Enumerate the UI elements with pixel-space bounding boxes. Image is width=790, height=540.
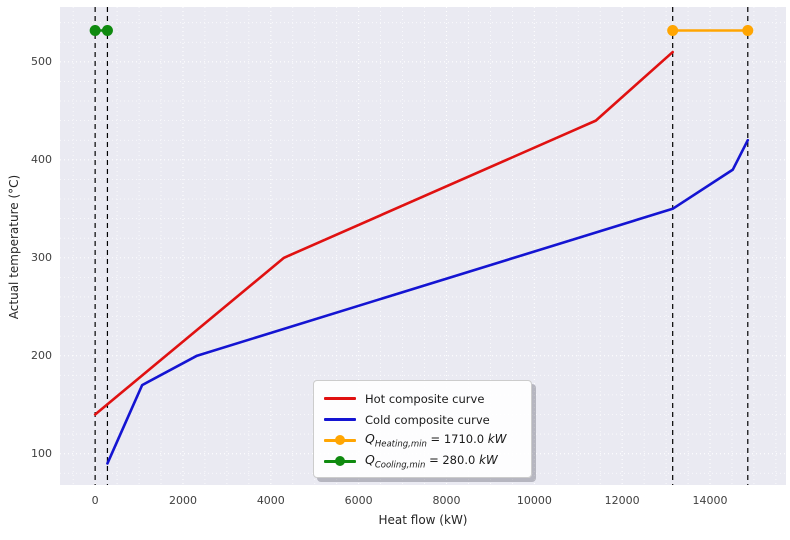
- x-axis-label: Heat flow (kW): [378, 513, 468, 527]
- x-tick-label: 8000: [432, 494, 461, 507]
- legend-label: QCooling,min = 280.0 kW: [365, 452, 498, 471]
- legend-item-cold-curve: Cold composite curve: [324, 409, 521, 430]
- legend-label: Hot composite curve: [365, 391, 485, 406]
- x-tick-label: 10000: [516, 494, 552, 507]
- cold-composite-curve: [106, 138, 750, 465]
- cold-curve-line-icon: [324, 409, 356, 430]
- legend-item-q-cooling: QCooling,min = 280.0 kW: [324, 451, 521, 472]
- q-heating-marker-icon: [324, 430, 356, 451]
- q-cooling-marker-icon: [324, 451, 356, 472]
- q-cooling-min-line-marker-dot: [89, 25, 101, 37]
- hot-curve-line-icon: [324, 388, 356, 409]
- x-tick-label: 4000: [256, 494, 285, 507]
- legend-label: Cold composite curve: [365, 412, 490, 427]
- q-heating-min-line-marker-dot: [667, 25, 679, 37]
- legend-item-q-heating: QHeating,min = 1710.0 kW: [324, 430, 521, 451]
- y-tick-label: 500: [31, 54, 52, 68]
- x-tick-label: 2000: [168, 494, 197, 507]
- hot-composite-curve: [93, 50, 674, 416]
- y-axis-label: Actual temperature (°C): [7, 174, 21, 320]
- y-tick-label: 300: [31, 250, 52, 264]
- x-tick-label: 12000: [604, 494, 640, 507]
- x-tick-label: 14000: [692, 494, 728, 507]
- legend: Hot composite curve Cold composite curve…: [313, 380, 532, 478]
- legend-label: QHeating,min = 1710.0 kW: [365, 431, 507, 450]
- q-heating-min-line-marker-dot: [742, 25, 754, 37]
- x-tick-label: 6000: [344, 494, 373, 507]
- legend-item-hot-curve: Hot composite curve: [324, 388, 521, 409]
- y-tick-label: 200: [31, 348, 52, 362]
- y-tick-label: 400: [31, 152, 52, 166]
- x-tick-label: 0: [91, 494, 99, 507]
- y-tick-label: 100: [31, 446, 52, 460]
- q-cooling-min-line-marker-dot: [101, 25, 113, 37]
